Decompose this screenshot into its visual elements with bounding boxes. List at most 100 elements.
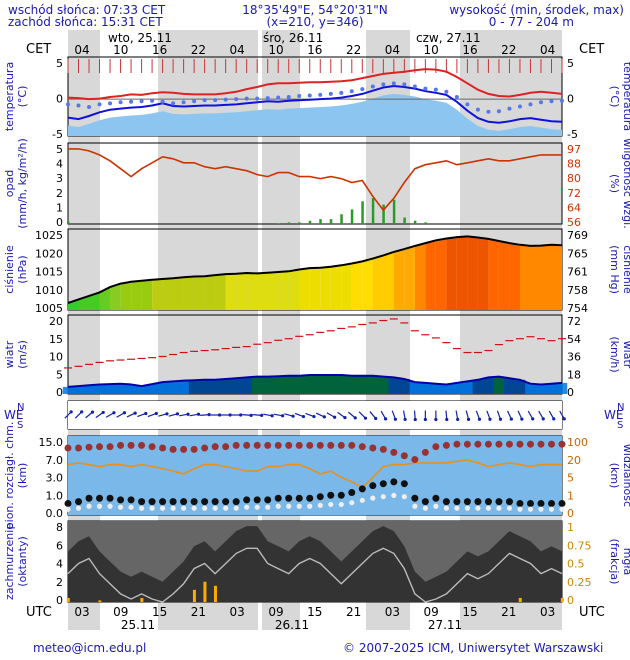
cloud-base-point [306,494,314,502]
fog-bar [98,600,102,602]
dewpoint-point [391,81,396,86]
cloud-cover-area [68,526,562,602]
cloud-base-point [232,498,240,506]
cloud-low-point [317,502,323,508]
cover-ytick-right: 0.5 [567,558,585,571]
wind-speed-segment [251,376,263,394]
wind-speed-segment [167,381,179,394]
cloud-top-point [169,445,177,453]
precip-label-right: (%) [608,174,621,193]
dewpoint-point [349,89,354,94]
winddir-arrow-head [413,417,417,422]
winddir-arrow-head [552,417,556,421]
wind-speed-segment [136,386,147,394]
winddir-arrow [284,413,295,418]
cloud-ytick-right: 1 [567,489,574,502]
winddir-arrow [326,412,337,419]
pressure-area-segment [141,279,153,310]
cloud-base-point [516,499,524,507]
dewpoint-point [381,82,386,87]
fog-bar [140,597,144,602]
bottom-hour-tick: 09 [113,605,128,619]
winddir-arrow [85,410,95,419]
cloud-low-point [275,503,281,509]
winddir-arrow-head [383,417,388,421]
winddir-arrow [369,411,378,421]
cloud-low-point [443,505,449,511]
dewpoint-point [444,89,449,94]
wind-speed-segment [535,384,547,394]
winddir-arrow-head [434,417,438,422]
precip-bar [382,204,385,224]
wind-speed-segment [115,383,126,394]
top-zone-left: CET [26,42,51,57]
contact-email[interactable]: meteo@icm.edu.pl [33,641,147,655]
top-hour-tick: 04 [230,43,245,57]
cloud-ytick-right: 20 [567,454,581,467]
dewpoint-point [160,99,165,104]
winddir-arrow [548,410,556,421]
dewpoint-point [234,97,239,102]
cloud-base-point [295,494,303,502]
precip-bar [308,220,312,224]
pressure-area-segment [236,273,247,310]
cloud-base-point [463,498,471,506]
fog-bar [518,597,522,602]
cloud-base-point [75,498,83,506]
cloud-top-point [516,440,524,448]
wind-label-left: wiatr [3,340,16,368]
pressure-area-segment [299,268,310,310]
cloud-base-point [159,498,167,506]
winddir-arrow [538,410,545,421]
dewpoint-point [297,93,302,98]
humidity-line [68,148,562,212]
cloud-low-point [464,505,471,511]
cloud-top-point [537,440,545,448]
winddir-arrow-head [207,413,211,417]
precip-bar [298,222,301,224]
winddir-arrow [263,413,274,418]
temperature-ytick-right: -5 [567,128,578,141]
cover-label-left: (oktanty) [16,536,29,587]
pressure-area-segment [225,273,237,310]
cloud-low-point [307,503,313,509]
winddir-arrow [507,410,513,421]
precip-ytick-right: 56 [567,216,581,229]
cloud-top-point [180,445,188,453]
pressure-area-segment [541,244,552,310]
cloud-ytick-left: 0.0 [46,507,64,520]
bottom-hour-tick: 09 [268,605,283,619]
dewpoint-point [370,84,375,89]
pressure-ytick-right: 758 [567,284,588,297]
winddir-arrow [358,411,368,420]
dewpoint-point [139,99,144,104]
pressure-ytick-left: 1015 [35,266,63,279]
cloud-base-point [316,493,324,501]
cloud-low-point [138,505,145,511]
top-hour-tick: 16 [462,43,477,57]
pressure-area-segment [288,269,300,310]
winddir-arrow [137,411,148,418]
top-hour-tick: 10 [424,43,439,57]
winddir-arrow-head [541,417,545,421]
bottom-hour-tick: 03 [540,605,555,619]
cloud-top-point [127,441,135,449]
winddir-arrow [273,413,285,418]
cloud-low-point [370,495,376,501]
top-hour-tick: 22 [346,43,361,57]
dewpoint-point [454,95,459,100]
cloud-top-point [547,440,555,448]
wind-label-right: (km/h) [608,336,621,372]
cloud-top-point [85,443,93,451]
pressure-area-segment [162,278,174,310]
dewpoint-point [87,105,92,110]
pressure-area-segment [456,236,468,310]
cloud-top-point [400,452,408,460]
bottom-hour-tick: 21 [191,605,206,619]
wind-speed-segment [472,379,484,394]
winddir-arrow-head [186,412,190,416]
cloud-ytick-right: 100 [567,436,588,449]
wind-speed-segment [125,384,137,394]
cover-ytick-left: 8 [56,521,63,534]
precip-bar [424,222,427,224]
